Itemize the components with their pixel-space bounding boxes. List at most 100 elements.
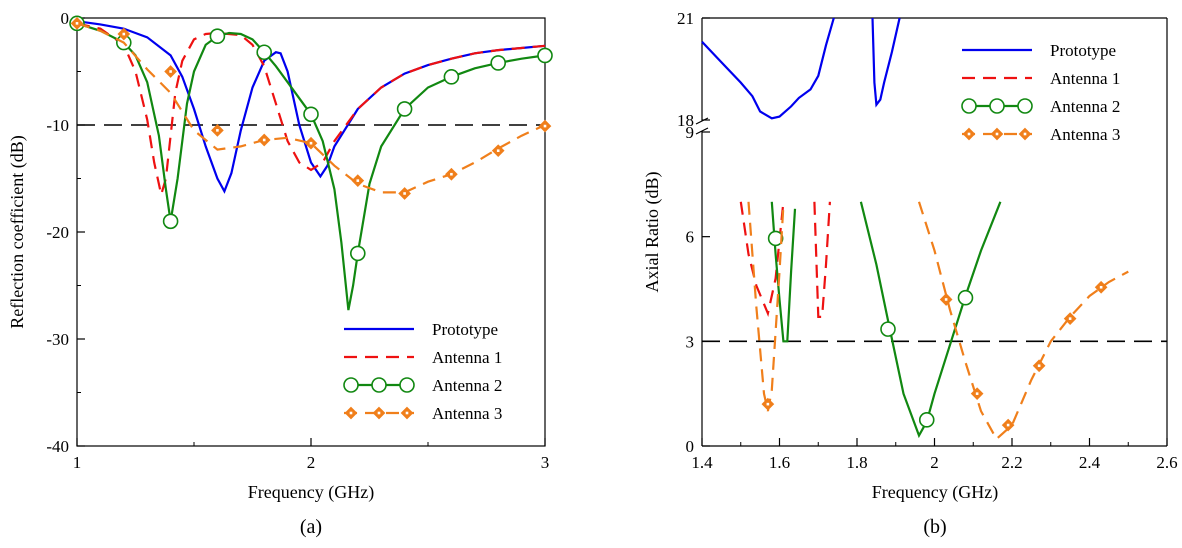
point-antenna-3-center: [450, 172, 453, 176]
chart-b-y-axis-label: Axial Ratio (dB): [642, 172, 663, 293]
point-antenna-2: [349, 245, 366, 262]
point-antenna-2: [396, 101, 413, 117]
legend-label-prototype: Prototype: [432, 320, 498, 339]
x-tick-label-2-4: 2.4: [1079, 453, 1101, 472]
legend-marker-antenna-2: [961, 98, 977, 114]
series-line-antenna-2: [859, 201, 1002, 439]
chart-a-x-axis-label: Frequency (GHz): [248, 482, 374, 503]
legend-item-prototype: Prototype: [962, 41, 1116, 60]
legend-item-antenna-2: Antenna 2: [961, 97, 1120, 116]
legend-label-antenna-2: Antenna 2: [432, 376, 502, 395]
axis-break-mark: [695, 127, 709, 135]
point-antenna-2: [209, 28, 226, 44]
chart-a-series: [69, 15, 553, 311]
series-line-antenna-3: [76, 22, 546, 194]
legend-label-prototype: Prototype: [1050, 41, 1116, 60]
legend-label-antenna-1: Antenna 1: [432, 348, 502, 367]
series-line-antenna-2: [76, 22, 546, 311]
legend-marker-antenna-2: [343, 377, 359, 393]
point-antenna-3-center: [975, 392, 979, 395]
x-tick-label-2: 2: [930, 453, 939, 472]
legend-label-antenna-3: Antenna 3: [1050, 125, 1120, 144]
legend-marker-antenna-2: [989, 98, 1005, 114]
chart-b-x-axis-label: Frequency (GHz): [872, 482, 998, 503]
point-antenna-2: [443, 69, 460, 85]
legend-label-antenna-1: Antenna 1: [1050, 69, 1120, 88]
series-prototype: [76, 20, 546, 194]
y-tick-label-20: -20: [46, 223, 69, 242]
chart-a-legend: Prototype Antenna 1 Antenna 2 Antenna 3: [343, 320, 502, 423]
chart-b-series: [701, 17, 1129, 441]
series-prototype: [701, 17, 901, 120]
chart-a-ticks: 1 2 3 0 -10 -20 -30 -40: [46, 9, 549, 472]
series-antenna-3: [747, 201, 1129, 441]
legend-marker-antenna-3-center: [967, 132, 971, 136]
series-antenna-2: [767, 201, 1002, 439]
chart-a: 1 2 3 0 -10 -20 -30 -40 Prototype Antenna 1 Anten…: [7, 9, 553, 538]
legend-marker-antenna-3-center: [377, 411, 381, 415]
legend-marker-antenna-3-center: [1023, 132, 1027, 136]
y-tick-label-40: -40: [46, 437, 69, 456]
series-antenna-2: [69, 15, 553, 311]
legend-marker-antenna-2: [1017, 98, 1033, 114]
x-tick-label-2-6: 2.6: [1156, 453, 1177, 472]
point-antenna-3-center: [1068, 317, 1072, 320]
series-line-antenna-3: [747, 201, 785, 412]
legend-marker-antenna-3-center: [995, 132, 999, 136]
series-line-antenna-3: [917, 201, 1129, 441]
chart-a-y-axis-label: Reflection coefficient (dB): [7, 135, 28, 329]
point-antenna-3-center: [169, 70, 172, 73]
x-tick-label-1: 1: [73, 453, 82, 472]
series-line-antenna-2: [770, 201, 797, 343]
point-antenna-3-center: [75, 22, 79, 25]
point-antenna-2: [880, 321, 896, 337]
point-antenna-3-center: [356, 179, 360, 182]
point-antenna-2: [957, 289, 974, 306]
point-antenna-3-center: [1099, 285, 1103, 289]
y-tick-label-18: 18: [677, 111, 694, 130]
point-antenna-2: [490, 55, 507, 71]
point-antenna-3-center: [496, 149, 500, 152]
point-antenna-2: [918, 412, 935, 428]
series-antenna-1: [739, 201, 831, 318]
chart-b: 1.4 1.6 1.8 2 2.2 2.4 2.6 0 3 6 918 21 Prototype Ant…: [642, 9, 1178, 538]
legend-marker-antenna-3-center: [349, 411, 353, 415]
chart-b-legend: Prototype Antenna 1 Antenna 2 Antenna 3: [961, 41, 1120, 144]
series-line-antenna-1: [739, 201, 785, 318]
x-tick-label-1-4: 1.4: [691, 453, 713, 472]
legend-marker-antenna-3-center: [405, 411, 409, 415]
legend-item-antenna-2: Antenna 2: [343, 376, 502, 395]
y-tick-label-0: 0: [686, 437, 695, 456]
point-antenna-3-center: [216, 129, 219, 132]
chart-b-caption: (b): [923, 516, 946, 538]
point-antenna-2: [162, 213, 179, 230]
point-antenna-2: [767, 230, 784, 247]
legend-label-antenna-2: Antenna 2: [1050, 97, 1120, 116]
legend-item-antenna-3: Antenna 3: [962, 125, 1120, 144]
y-tick-label-30: -30: [46, 330, 69, 349]
series-antenna-3: [70, 17, 552, 200]
series-line-antenna-1: [813, 201, 831, 318]
legend-marker-antenna-2: [399, 377, 415, 393]
y-tick-label-10: -10: [46, 116, 69, 135]
point-antenna-3-center: [403, 192, 406, 195]
legend-item-antenna-3: Antenna 3: [344, 404, 502, 423]
legend-marker-antenna-2: [371, 377, 387, 393]
chart-a-caption: (a): [300, 516, 322, 538]
point-antenna-3-center: [309, 141, 313, 145]
x-tick-label-2-2: 2.2: [1001, 453, 1022, 472]
legend-item-prototype: Prototype: [344, 320, 498, 339]
chart-b-ticks: 1.4 1.6 1.8 2 2.2 2.4 2.6 0 3 6 918 21: [677, 9, 1178, 472]
legend-label-antenna-3: Antenna 3: [432, 404, 502, 423]
axis-break-mark: [695, 117, 709, 125]
legend-item-antenna-1: Antenna 1: [962, 69, 1120, 88]
y-tick-label-21: 21: [677, 9, 694, 28]
point-antenna-3-center: [1037, 364, 1041, 368]
point-antenna-2: [303, 106, 319, 123]
series-line-prototype: [871, 17, 901, 108]
series-line-prototype: [76, 20, 546, 194]
point-antenna-3-center: [543, 124, 547, 128]
point-antenna-3-center: [262, 138, 266, 142]
x-tick-label-2: 2: [307, 453, 316, 472]
